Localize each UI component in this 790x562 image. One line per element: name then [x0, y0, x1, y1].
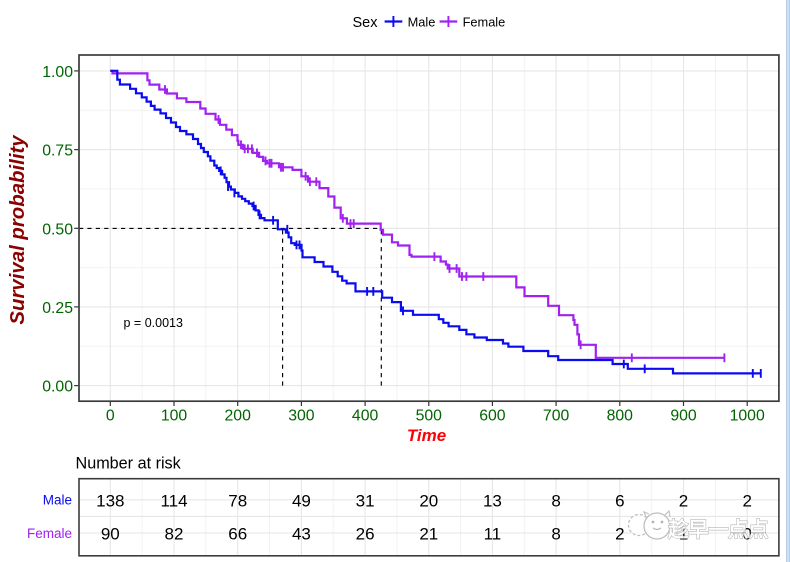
svg-text:82: 82	[165, 525, 184, 544]
svg-text:0.00: 0.00	[42, 379, 73, 396]
svg-text:Female: Female	[463, 14, 506, 29]
svg-text:43: 43	[292, 525, 311, 544]
svg-text:1000: 1000	[730, 408, 765, 425]
svg-text:11: 11	[484, 525, 502, 544]
svg-text:114: 114	[160, 492, 187, 511]
svg-text:Time: Time	[407, 426, 446, 445]
svg-text:600: 600	[479, 408, 506, 425]
svg-text:Number at risk: Number at risk	[76, 455, 182, 473]
svg-text:0.75: 0.75	[42, 143, 73, 160]
svg-text:90: 90	[101, 525, 120, 544]
svg-text:800: 800	[607, 408, 634, 425]
svg-text:6: 6	[615, 492, 624, 511]
svg-text:49: 49	[292, 492, 311, 511]
svg-text:Sex: Sex	[353, 15, 379, 31]
svg-text:66: 66	[228, 525, 247, 544]
svg-text:200: 200	[225, 408, 252, 425]
svg-text:8: 8	[551, 492, 560, 511]
svg-text:500: 500	[416, 408, 443, 425]
svg-text:Male: Male	[43, 493, 72, 508]
svg-text:0: 0	[106, 408, 115, 425]
svg-text:26: 26	[356, 525, 375, 544]
svg-text:2: 2	[615, 525, 624, 544]
svg-text:Male: Male	[408, 14, 436, 29]
svg-text:1: 1	[679, 525, 688, 544]
svg-text:p = 0.0013: p = 0.0013	[124, 316, 183, 330]
svg-text:20: 20	[419, 492, 438, 511]
svg-text:趁早一点点: 趁早一点点	[667, 518, 768, 542]
svg-text:31: 31	[356, 492, 375, 511]
svg-text:900: 900	[670, 408, 697, 425]
svg-text:400: 400	[352, 408, 379, 425]
svg-text:13: 13	[483, 492, 502, 511]
svg-text:8: 8	[551, 525, 560, 544]
svg-text:700: 700	[543, 408, 570, 425]
svg-text:0.25: 0.25	[42, 300, 73, 317]
svg-text:0.50: 0.50	[42, 221, 73, 238]
svg-text:78: 78	[228, 492, 247, 511]
svg-text:21: 21	[419, 525, 438, 544]
svg-text:Survival probability: Survival probability	[7, 134, 29, 325]
svg-text:300: 300	[288, 408, 315, 425]
svg-text:1.00: 1.00	[42, 64, 73, 81]
svg-text:100: 100	[161, 408, 188, 425]
svg-text:2: 2	[679, 492, 688, 511]
svg-text:Female: Female	[27, 526, 72, 541]
svg-text:0: 0	[742, 525, 751, 544]
svg-text:138: 138	[96, 492, 124, 511]
svg-text:2: 2	[742, 492, 751, 511]
